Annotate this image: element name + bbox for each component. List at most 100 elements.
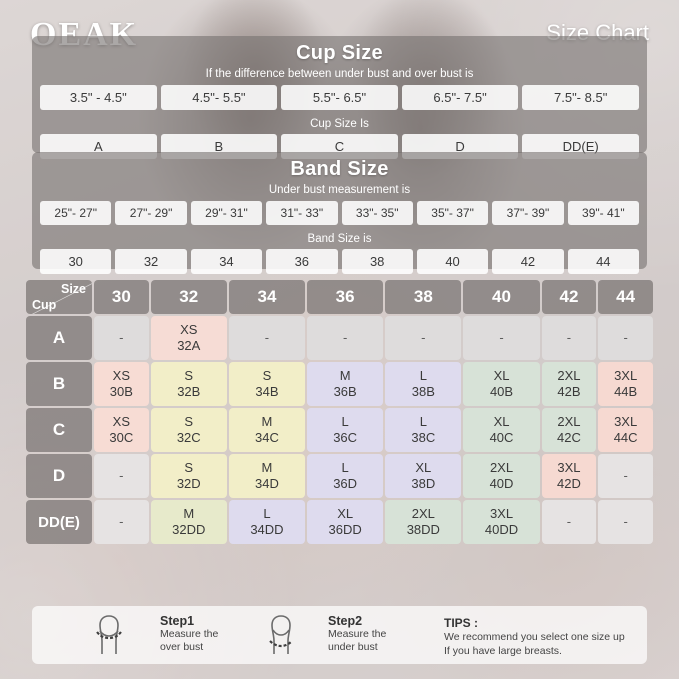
matrix-band-header: 36 [307, 280, 384, 314]
matrix-cell: 3XL 44B [598, 362, 653, 406]
matrix-header-row: Size Cup 30 32 34 36 38 40 42 44 [26, 280, 653, 314]
matrix-cup-header: A [26, 316, 92, 360]
matrix-cell-size: L [263, 505, 271, 521]
matrix-band-header: 38 [385, 280, 462, 314]
band-number-cell: 42 [492, 249, 564, 274]
matrix-cell-size: 3XL [557, 459, 581, 475]
matrix-cell: XS 32A [150, 316, 227, 360]
cup-range-cell: 5.5"- 6.5" [281, 85, 398, 110]
matrix-cell: L 36C [307, 408, 384, 452]
matrix-cell-label: 32B [177, 384, 201, 399]
matrix-cell: - [94, 500, 149, 544]
matrix-corner-header: Size Cup [26, 280, 92, 314]
matrix-cell-size: L [341, 459, 349, 475]
matrix-cell: XL 40B [463, 362, 540, 406]
matrix-cell-size: L [419, 413, 427, 429]
tips-block: TIPS : We recommend you select one size … [444, 616, 625, 658]
step2-line1: Measure the [328, 628, 387, 640]
matrix-cell-label: 44B [614, 384, 638, 399]
matrix-cell-label: 32A [177, 338, 201, 353]
step2-line2: under bust [328, 641, 378, 654]
band-range-cell: 39"- 41" [567, 201, 639, 225]
matrix-cell-size: XL [493, 413, 510, 429]
matrix-row: C XS 30C S 32C M 34C L 36C L 38C XL 40C 2XL 42C 3XL 44C [26, 408, 653, 452]
cup-size-title: Cup Size [296, 42, 383, 64]
band-number-cell: 36 [266, 249, 338, 274]
matrix-cell: S 32D [150, 454, 227, 498]
diagonal-divider-icon [26, 280, 92, 314]
matrix-cell-size: XL [415, 459, 432, 475]
matrix-cell-label: 44C [613, 430, 638, 445]
matrix-cell-size: XS [112, 367, 130, 383]
band-number-row: 30 32 34 36 38 40 42 44 [32, 249, 647, 282]
band-range-cell: 37"- 39" [492, 201, 564, 225]
matrix-cell-label: 40D [489, 476, 514, 491]
footer-panel: Step1 Measure the over bust Step2 Measur… [32, 606, 647, 664]
band-range-cell: 27"- 29" [115, 201, 187, 225]
band-range-cell: 35"- 37" [416, 201, 489, 225]
matrix-cell-label: 30C [109, 430, 134, 445]
cup-range-cell: 6.5"- 7.5" [401, 85, 519, 110]
band-number-cell: 34 [190, 249, 263, 274]
band-number-cell: 40 [416, 249, 489, 274]
matrix-cell-label: 36D [333, 476, 358, 491]
matrix-cell-size: S [184, 459, 194, 475]
matrix-band-header: 40 [463, 280, 540, 314]
matrix-cell-label: 42D [557, 476, 581, 491]
tips-title: TIPS : [444, 616, 479, 630]
under-bust-measure-icon [269, 615, 293, 654]
cup-size-subtitle: If the difference between under bust and… [205, 68, 474, 80]
matrix-cell-empty: - [119, 467, 124, 483]
matrix-cell: M 36B [307, 362, 384, 406]
matrix-cell-size: S [262, 367, 272, 383]
matrix-cell: L 34DD [228, 500, 306, 544]
matrix-cell: - [598, 500, 653, 544]
matrix-cell: XS 30C [94, 408, 149, 452]
corner-size-label: Size [60, 282, 86, 296]
matrix-cell-label: 36B [333, 384, 357, 399]
matrix-cell-size: 2XL [411, 505, 435, 521]
matrix-cell: XL 40C [463, 408, 540, 452]
tips-line2: If you have large breasts. [444, 645, 562, 658]
cup-size-panel: Cup Size If the difference between under… [32, 36, 647, 159]
matrix-cell: XS 30B [94, 362, 149, 406]
matrix-cell: - [541, 500, 597, 544]
cup-size-is-label: Cup Size Is [310, 118, 369, 130]
matrix-row: A - XS 32A - - - - - - [26, 316, 653, 360]
matrix-cell-label: 36DD [328, 522, 362, 537]
band-range-cell: 25"- 27" [40, 201, 112, 225]
matrix-cup-header: C [26, 408, 92, 452]
matrix-cell: 2XL 40D [463, 454, 540, 498]
matrix-cell: 2XL 38DD [385, 500, 462, 544]
matrix-cell-size: S [184, 367, 194, 383]
band-size-subtitle: Under bust measurement is [268, 184, 411, 196]
matrix-cell-empty: - [421, 329, 426, 345]
matrix-cell-empty: - [499, 329, 504, 345]
matrix-band-header: 30 [94, 280, 149, 314]
matrix-cell-label: 38DD [406, 522, 440, 537]
band-number-cell: 32 [115, 249, 187, 274]
corner-cup-label: Cup [32, 298, 57, 312]
matrix-cell-label: 34B [255, 384, 279, 399]
matrix-cell: - [385, 316, 462, 360]
matrix-cell-size: 2XL [557, 367, 581, 383]
matrix-row: DD(E) - M 32DD L 34DD XL 36DD 2XL 38DD 3XL 40DD - - [26, 500, 653, 544]
matrix-cell-label: 40B [489, 384, 514, 399]
band-size-is-label: Band Size is [307, 233, 372, 245]
band-range-row: 25"- 27" 27"- 29" 29"- 31" 31"- 33" 33"-… [32, 201, 647, 231]
cup-range-cell: 3.5" - 4.5" [40, 85, 157, 110]
step1-line1: Measure the [160, 628, 219, 640]
matrix-cell-label: 42C [557, 430, 581, 445]
matrix-cell-size: 3XL [614, 413, 638, 429]
matrix-cell-size: M [339, 367, 351, 383]
matrix-cell-empty: - [264, 329, 270, 345]
matrix-cell: L 36D [307, 454, 384, 498]
matrix-cell-size: L [341, 413, 349, 429]
band-range-cell: 33"- 35" [341, 201, 413, 225]
matrix-cell: 3XL 40DD [463, 500, 540, 544]
matrix-cell-label: 32D [176, 476, 201, 491]
matrix-cell-label: 34D [255, 476, 279, 491]
matrix-cell: 2XL 42B [541, 362, 597, 406]
matrix-cell: 3XL 44C [598, 408, 653, 452]
